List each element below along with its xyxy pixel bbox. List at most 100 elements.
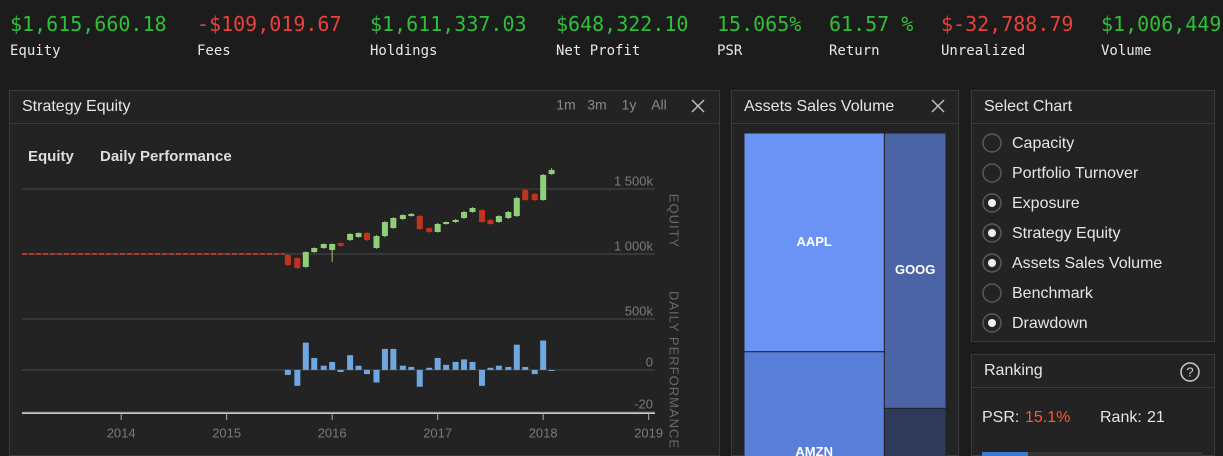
performance-bar	[294, 369, 301, 386]
panel-header: Assets Sales Volume	[732, 91, 958, 124]
candle-body	[478, 210, 485, 223]
close-icon[interactable]	[931, 99, 945, 113]
close-icon[interactable]	[691, 99, 705, 113]
treemap-tile	[883, 407, 947, 456]
candle-body	[320, 243, 327, 249]
range-button[interactable]: 1m	[556, 97, 575, 113]
stat-value: $-32,788.79	[941, 12, 1074, 36]
y-tick-label: -20	[634, 396, 653, 411]
candle-body	[469, 207, 476, 213]
performance-bar	[329, 361, 336, 370]
stat: 61.57 % Return	[829, 12, 913, 59]
option-label[interactable]: Drawdown	[1012, 315, 1088, 332]
candle-body	[390, 217, 397, 228]
stat-value: 61.57 %	[829, 12, 914, 36]
option-label[interactable]: Capacity	[1012, 135, 1074, 152]
chart-tab[interactable]: Equity	[28, 148, 74, 165]
stat-label: Volume	[1101, 43, 1152, 59]
candle-body	[434, 223, 441, 233]
panel-header: Ranking	[972, 355, 1214, 388]
radio-dot	[988, 319, 996, 327]
candle-body	[355, 232, 362, 237]
select-chart-panel: Select Chart	[971, 90, 1215, 342]
radio-button[interactable]	[982, 133, 1002, 153]
y-tick-label: 0	[646, 354, 653, 369]
candle-body	[347, 233, 354, 240]
help-text[interactable]: ?	[1186, 364, 1193, 379]
panel-header: Strategy Equity	[10, 91, 719, 124]
rank-label: Rank:	[1100, 409, 1142, 426]
option-label[interactable]: Benchmark	[1012, 285, 1094, 302]
panel-title: Strategy Equity	[22, 98, 131, 115]
range-button[interactable]: 3m	[587, 97, 606, 113]
performance-bar	[408, 366, 415, 370]
stat-label: PSR	[717, 43, 743, 59]
range-button[interactable]: 1y	[622, 97, 637, 113]
candle-body	[294, 258, 301, 269]
candle-body	[452, 219, 459, 223]
candle-body	[416, 216, 423, 230]
candle-body	[337, 242, 344, 246]
range-button[interactable]: All	[651, 97, 667, 113]
candle-body	[381, 222, 388, 237]
radio-button[interactable]	[982, 283, 1002, 303]
stat: $648,322.10 Net Profit	[556, 12, 688, 59]
treemap-label: AAPL	[796, 234, 831, 249]
candle-body	[408, 213, 415, 217]
performance-bar	[531, 369, 538, 375]
equity-panel: Strategy Equity	[9, 90, 720, 456]
candle-body	[540, 174, 547, 201]
stat-value: -$109,019.67	[197, 12, 342, 36]
performance-bar	[434, 357, 441, 370]
y-tick-label: 1 000k	[614, 238, 654, 253]
performance-bar	[505, 366, 512, 370]
option-label[interactable]: Portfolio Turnover	[1012, 165, 1139, 182]
x-tick-label: 2014	[107, 425, 136, 440]
rank-value: 21	[1147, 409, 1165, 426]
candle-body	[311, 248, 318, 253]
stat-label: Unrealized	[941, 43, 1026, 59]
performance-bar	[320, 365, 327, 370]
treemap-tile	[883, 132, 947, 409]
chart-tab[interactable]: Daily Performance	[100, 148, 232, 165]
candle-body	[487, 219, 494, 224]
stat: $-32,788.79 Unrealized	[941, 12, 1073, 59]
stat: $1,006,449 Volume	[1101, 12, 1221, 59]
help-icon[interactable]	[1180, 362, 1200, 382]
performance-bar	[495, 365, 502, 370]
candle-body	[284, 255, 291, 266]
stat-label: Equity	[10, 43, 61, 59]
stat: $1,611,337.03 Holdings	[370, 12, 527, 59]
treemap-label: AMZN	[795, 444, 833, 456]
y-axis-title: EQUITY	[667, 194, 682, 248]
performance-bar	[522, 366, 529, 370]
stat-value: 15.065%	[717, 12, 802, 36]
stat-label: Return	[829, 43, 880, 59]
stat-label: Fees	[197, 43, 231, 59]
candle-body	[443, 222, 450, 224]
x-tick-label: 2017	[423, 425, 452, 440]
performance-bar	[363, 369, 370, 375]
performance-bar	[478, 369, 485, 386]
performance-bar	[548, 369, 555, 371]
x-tick-label: 2018	[529, 425, 558, 440]
performance-bar	[347, 355, 354, 370]
option-label[interactable]: Exposure	[1012, 195, 1080, 212]
performance-bar	[416, 369, 423, 387]
candle-body	[505, 212, 512, 218]
candle-body	[461, 212, 468, 218]
candle-body	[513, 197, 520, 217]
panel-title: Ranking	[984, 362, 1043, 379]
performance-bar	[355, 365, 362, 370]
performance-bar	[381, 348, 388, 370]
option-label[interactable]: Assets Sales Volume	[1012, 255, 1162, 272]
radio-button[interactable]	[982, 163, 1002, 183]
performance-bar	[452, 361, 459, 370]
progress-track	[982, 452, 1202, 456]
performance-bar	[284, 369, 291, 375]
option-label[interactable]: Strategy Equity	[1012, 225, 1121, 242]
candle-body	[363, 232, 370, 240]
performance-bar	[390, 348, 397, 370]
